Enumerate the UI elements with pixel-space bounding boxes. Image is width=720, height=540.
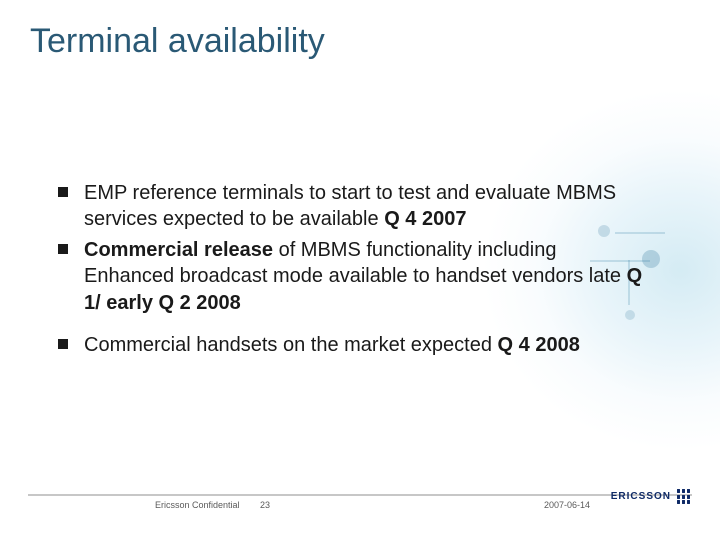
slide-body: EMP reference terminals to start to test… xyxy=(58,180,648,362)
text-run: Q 4 2008 xyxy=(498,334,580,356)
bullet-list: EMP reference terminals to start to test… xyxy=(58,180,648,358)
brand-name: ERICSSON xyxy=(611,491,671,502)
text-run: EMP reference terminals to start to test… xyxy=(84,182,616,230)
slide: Terminal availability EMP reference term… xyxy=(0,0,720,540)
slide-footer: Ericsson Confidential 23 2007-06-14 ERIC… xyxy=(0,500,720,520)
bullet-item: Commercial release of MBMS functionality… xyxy=(58,237,648,316)
text-run: Q 4 2007 xyxy=(384,208,466,230)
footer-confidential: Ericsson Confidential xyxy=(155,500,240,510)
brand-logo: ERICSSON xyxy=(611,489,690,504)
footer-page-number: 23 xyxy=(260,500,270,510)
text-run: Commercial release xyxy=(84,239,273,261)
text-run: Commercial handsets on the market expect… xyxy=(84,334,498,356)
slide-title: Terminal availability xyxy=(30,22,325,61)
brand-mark-icon xyxy=(677,489,690,504)
footer-date: 2007-06-14 xyxy=(544,500,590,510)
bullet-item: Commercial handsets on the market expect… xyxy=(58,332,648,358)
bullet-item: EMP reference terminals to start to test… xyxy=(58,180,648,233)
footer-rule xyxy=(28,494,692,496)
